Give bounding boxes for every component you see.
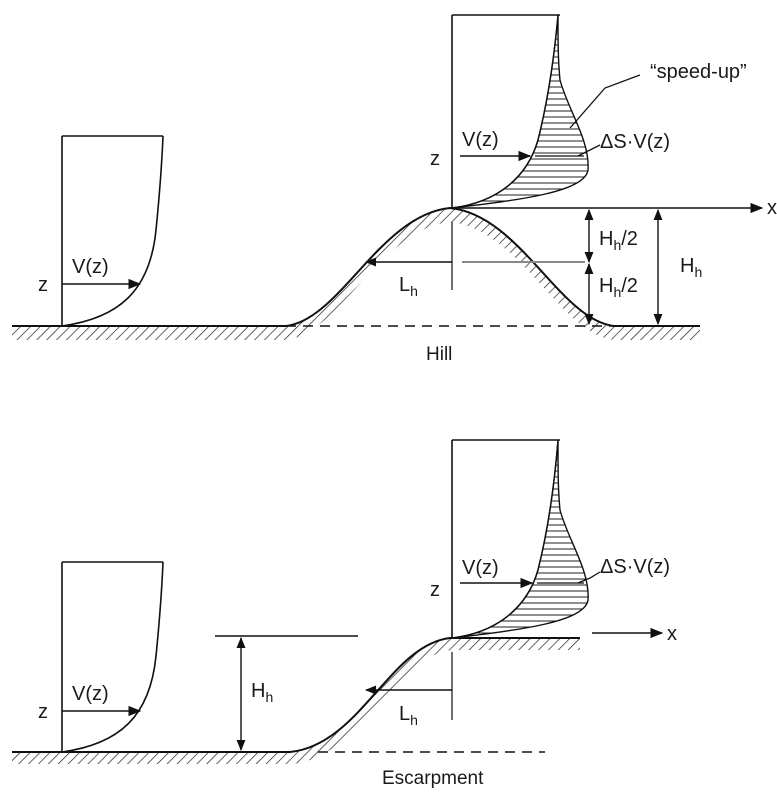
escarpment-crest-vz-label: V(z) — [462, 557, 499, 579]
escarpment-upstream-profile — [61, 561, 164, 753]
escarpment-upstream-vz-label: V(z) — [72, 683, 109, 705]
hill-crest-vz-label: V(z) — [462, 129, 499, 151]
hill-upstream-vz-label: V(z) — [72, 256, 109, 278]
hill-caption: Hill — [426, 344, 452, 365]
hill-length-label: Lh — [399, 274, 418, 299]
escarpment-height-dimension — [215, 635, 358, 752]
escarpment-diagram: z V(z) Hh z V(z) ΔS·V(z) x Lh Escarpment — [12, 439, 677, 789]
escarpment-delta-sv-label: ΔS·V(z) — [600, 556, 670, 578]
hill-half-height-top-label: Hh/2 — [599, 228, 638, 253]
hill-crest-profile — [451, 14, 764, 214]
hill-upstream-profile — [61, 135, 164, 327]
hill-diagram: z V(z) z V(z) “speed-up” ΔS·V(z) x — [12, 14, 777, 365]
escarpment-x-axis-label: x — [667, 623, 677, 645]
escarpment-crest-z-label: z — [430, 579, 440, 601]
hill-speed-up-label: “speed-up” — [650, 61, 747, 83]
hill-half-height-bottom-label: Hh/2 — [599, 275, 638, 300]
hill-dimensions — [364, 208, 663, 326]
hill-crest-z-label: z — [430, 148, 440, 170]
hill-upstream-z-label: z — [38, 274, 48, 296]
hill-x-axis-label: x — [767, 197, 777, 219]
hill-delta-sv-label: ΔS·V(z) — [600, 131, 670, 153]
escarpment-height-label: Hh — [251, 680, 273, 705]
hill-ground — [12, 206, 700, 340]
escarpment-ground — [12, 637, 580, 764]
hill-height-label: Hh — [680, 255, 702, 280]
escarpment-upstream-z-label: z — [38, 701, 48, 723]
escarpment-caption: Escarpment — [382, 768, 484, 789]
escarpment-crest-profile — [364, 439, 664, 720]
escarpment-length-label: Lh — [399, 703, 418, 728]
